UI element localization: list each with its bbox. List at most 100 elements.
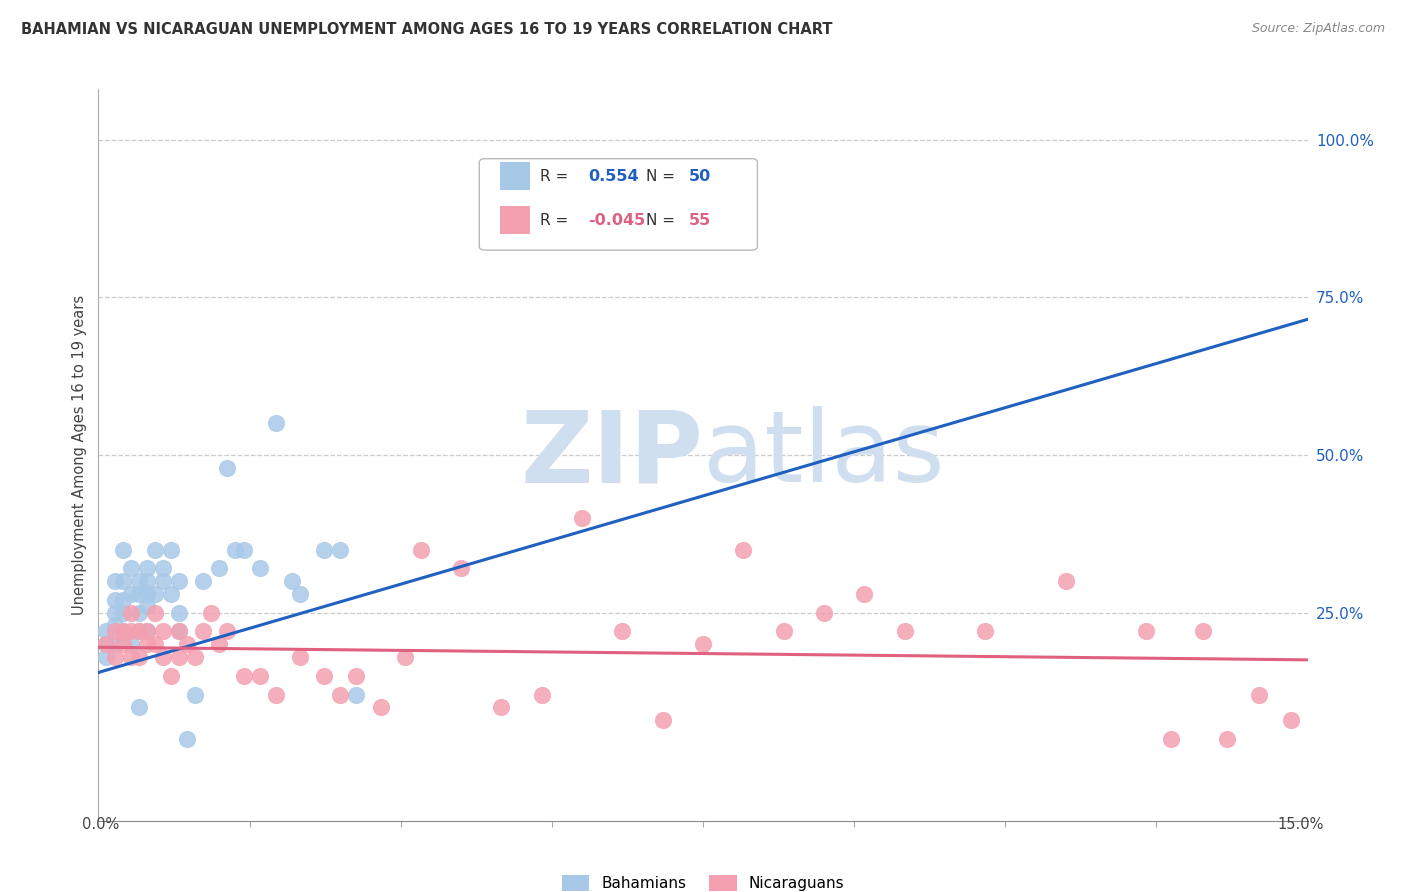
- Point: [329, 542, 352, 557]
- Point: [450, 561, 472, 575]
- Point: [176, 731, 198, 746]
- Point: [103, 637, 125, 651]
- Point: [193, 624, 215, 639]
- Point: [692, 637, 714, 651]
- Point: [128, 649, 150, 664]
- Point: [111, 624, 134, 639]
- Point: [176, 637, 198, 651]
- Point: [217, 460, 239, 475]
- Point: [893, 624, 915, 639]
- Point: [96, 649, 118, 664]
- Point: [96, 624, 118, 639]
- Point: [167, 649, 190, 664]
- Point: [152, 649, 174, 664]
- Point: [344, 688, 367, 702]
- Point: [111, 542, 134, 557]
- Point: [135, 624, 157, 639]
- Point: [167, 624, 190, 639]
- Point: [314, 542, 336, 557]
- Point: [571, 227, 593, 242]
- Text: R =: R =: [540, 212, 572, 227]
- Point: [264, 688, 287, 702]
- Point: [152, 561, 174, 575]
- Point: [249, 561, 271, 575]
- Point: [135, 587, 157, 601]
- Point: [772, 624, 794, 639]
- Point: [853, 587, 876, 601]
- Point: [143, 542, 166, 557]
- Text: BAHAMIAN VS NICARAGUAN UNEMPLOYMENT AMONG AGES 16 TO 19 YEARS CORRELATION CHART: BAHAMIAN VS NICARAGUAN UNEMPLOYMENT AMON…: [21, 22, 832, 37]
- Point: [208, 561, 231, 575]
- Point: [96, 637, 118, 651]
- Point: [974, 624, 997, 639]
- Point: [193, 574, 215, 588]
- Point: [111, 593, 134, 607]
- Point: [409, 542, 432, 557]
- Point: [120, 637, 142, 651]
- Point: [135, 574, 157, 588]
- Point: [314, 668, 336, 682]
- Point: [135, 624, 157, 639]
- Point: [120, 624, 142, 639]
- Point: [143, 637, 166, 651]
- Point: [217, 624, 239, 639]
- Point: [128, 700, 150, 714]
- Point: [1054, 574, 1077, 588]
- Bar: [501, 162, 530, 190]
- Point: [344, 668, 367, 682]
- Point: [281, 574, 304, 588]
- Point: [1135, 624, 1157, 639]
- Point: [288, 587, 311, 601]
- Point: [152, 624, 174, 639]
- Point: [224, 542, 246, 557]
- Point: [143, 587, 166, 601]
- Point: [813, 606, 835, 620]
- Point: [530, 688, 553, 702]
- Point: [571, 511, 593, 525]
- Point: [103, 606, 125, 620]
- Point: [733, 542, 755, 557]
- Point: [111, 624, 134, 639]
- Point: [103, 649, 125, 664]
- Point: [128, 587, 150, 601]
- Legend: Bahamians, Nicaraguans: Bahamians, Nicaraguans: [555, 869, 851, 892]
- Text: R =: R =: [540, 169, 572, 184]
- Point: [184, 688, 207, 702]
- Bar: [501, 206, 530, 234]
- Point: [1216, 731, 1239, 746]
- Point: [232, 668, 254, 682]
- Point: [1191, 624, 1213, 639]
- Point: [111, 574, 134, 588]
- Point: [1281, 713, 1303, 727]
- Point: [208, 637, 231, 651]
- Point: [167, 606, 190, 620]
- Point: [1249, 688, 1271, 702]
- Text: 0.0%: 0.0%: [83, 817, 120, 832]
- Point: [370, 700, 392, 714]
- Point: [184, 649, 207, 664]
- Point: [249, 668, 271, 682]
- Point: [160, 668, 183, 682]
- Point: [103, 624, 125, 639]
- Point: [491, 700, 513, 714]
- Point: [103, 618, 125, 632]
- Point: [160, 587, 183, 601]
- Text: N =: N =: [647, 169, 681, 184]
- Point: [394, 649, 416, 664]
- Point: [111, 637, 134, 651]
- Point: [128, 624, 150, 639]
- Y-axis label: Unemployment Among Ages 16 to 19 years: Unemployment Among Ages 16 to 19 years: [72, 295, 87, 615]
- Text: atlas: atlas: [703, 407, 945, 503]
- Point: [152, 574, 174, 588]
- Point: [612, 624, 634, 639]
- Point: [120, 587, 142, 601]
- Point: [167, 624, 190, 639]
- Point: [120, 649, 142, 664]
- Point: [135, 637, 157, 651]
- Text: ZIP: ZIP: [520, 407, 703, 503]
- FancyBboxPatch shape: [479, 159, 758, 250]
- Point: [111, 606, 134, 620]
- Point: [135, 561, 157, 575]
- Point: [96, 637, 118, 651]
- Text: N =: N =: [647, 212, 681, 227]
